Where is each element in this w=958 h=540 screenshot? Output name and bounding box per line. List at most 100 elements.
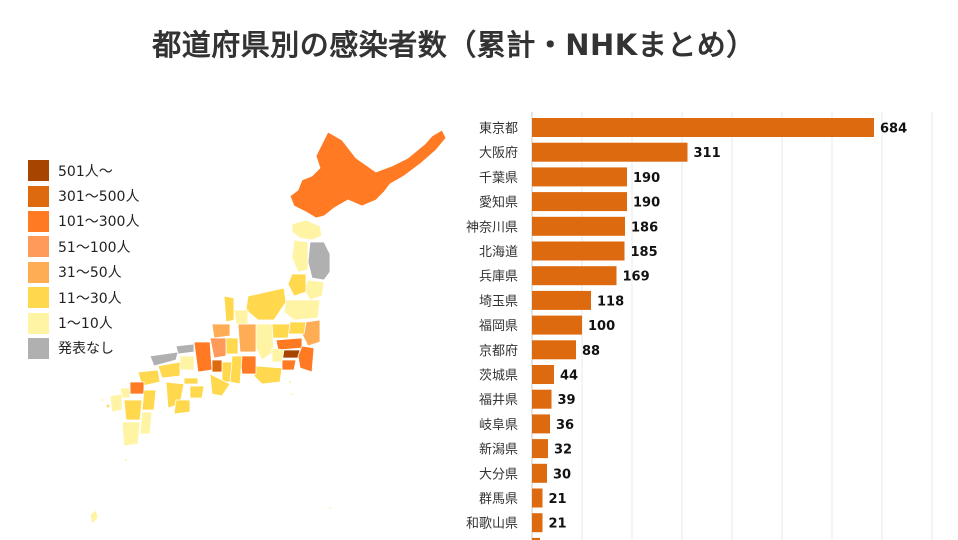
legend-label: 発表なし xyxy=(58,341,114,358)
map-region-nagano xyxy=(253,323,275,361)
category-label: 北海道 xyxy=(479,245,518,260)
map-region-kanagawa xyxy=(281,359,297,371)
value-label: 32 xyxy=(554,443,572,458)
bar xyxy=(532,340,576,360)
chart-bars xyxy=(532,118,874,540)
value-label: 311 xyxy=(694,146,721,161)
value-label: 190 xyxy=(633,171,660,186)
legend-swatch xyxy=(28,261,49,283)
map-region-kagoshima xyxy=(121,421,141,447)
bar xyxy=(532,315,582,335)
category-label: 新潟県 xyxy=(479,442,518,458)
value-label: 684 xyxy=(880,122,907,137)
map-region-shiga xyxy=(225,337,239,355)
legend-label: 31～50人 xyxy=(58,265,122,282)
map-island xyxy=(100,398,104,402)
value-label: 185 xyxy=(631,245,658,260)
chart-labels: 東京都 684 大阪府 311 千葉県 190 愛知県 190 神奈川県 186 北海道 185 兵庫県… xyxy=(466,121,907,532)
map-region-tochigi xyxy=(287,321,307,335)
map-region-hyogo xyxy=(193,341,213,373)
legend-swatch xyxy=(28,287,49,309)
legend-item: 1～10人 xyxy=(28,310,139,335)
map-region-niigata xyxy=(245,287,287,321)
map-region-miyagi xyxy=(303,279,325,301)
legend-item: 101～300人 xyxy=(28,209,139,234)
bar xyxy=(532,118,874,137)
category-label: 岐阜県 xyxy=(479,417,518,433)
legend-item: 31～50人 xyxy=(28,260,139,285)
map-region-oita xyxy=(141,389,157,411)
value-label: 118 xyxy=(597,294,624,309)
japan-map xyxy=(89,129,447,525)
map-region-mie xyxy=(229,355,243,385)
bar xyxy=(532,513,543,533)
map-region-iwate xyxy=(307,241,331,281)
map-region-fukushima xyxy=(283,299,321,321)
map-region-gunma xyxy=(271,323,291,339)
bar xyxy=(532,216,625,236)
legend-swatch xyxy=(28,210,49,232)
value-label: 21 xyxy=(549,492,567,507)
legend-label: 501人～ xyxy=(58,163,113,180)
map-island xyxy=(290,392,294,396)
bar xyxy=(532,488,543,508)
value-label: 100 xyxy=(588,319,615,334)
value-label: 36 xyxy=(556,418,574,433)
map-region-miyazaki xyxy=(139,411,153,435)
map-region-saitama xyxy=(275,337,303,351)
legend-swatch xyxy=(28,312,49,334)
bar xyxy=(532,414,550,434)
legend-label: 51～100人 xyxy=(58,239,131,256)
map-region-kyoto xyxy=(209,337,227,359)
bar xyxy=(532,241,625,261)
map-region-chiba xyxy=(297,345,315,373)
legend-item: 501人～ xyxy=(28,158,139,183)
map-island xyxy=(124,458,128,462)
category-label: 茨城県 xyxy=(479,369,518,384)
bar xyxy=(532,389,552,409)
map-region-akita xyxy=(291,239,309,273)
category-label: 東京都 xyxy=(479,121,518,137)
value-label: 44 xyxy=(560,369,578,384)
chart-title: 都道府県別の感染者数（累計・NHKまとめ） xyxy=(152,28,756,62)
bar-chart: 東京都 684 大阪府 311 千葉県 190 愛知県 190 神奈川県 186 北海道 185 兵庫県… xyxy=(466,112,933,540)
legend-swatch xyxy=(28,236,49,258)
category-label: 福岡県 xyxy=(479,319,518,334)
value-label: 190 xyxy=(633,196,660,211)
map-region-nara xyxy=(221,361,233,383)
map-region-tottori xyxy=(175,343,195,355)
category-label: 愛知県 xyxy=(479,195,518,211)
map-region-kagawa xyxy=(183,377,199,385)
category-label: 大阪府 xyxy=(479,146,518,161)
map-region-gifu xyxy=(237,323,257,353)
map-region-wakayama xyxy=(209,373,231,397)
map-region-fukuoka xyxy=(129,381,145,395)
bar xyxy=(532,167,627,187)
map-region-aichi xyxy=(239,355,257,375)
legend-label: 101～300人 xyxy=(58,214,140,231)
bar xyxy=(532,266,617,286)
value-label: 21 xyxy=(549,517,567,532)
category-label: 大分県 xyxy=(479,467,518,482)
legend-swatch xyxy=(28,185,49,207)
map-region-toyama xyxy=(233,309,249,325)
category-label: 兵庫県 xyxy=(479,270,518,285)
legend-swatch xyxy=(28,160,49,182)
map-region-shizuoka xyxy=(253,365,283,385)
map-region-nagasaki xyxy=(109,393,123,413)
category-label: 千葉県 xyxy=(479,171,518,186)
category-label: 福井県 xyxy=(479,393,518,408)
value-label: 39 xyxy=(558,393,576,408)
bar xyxy=(532,290,591,310)
map-island xyxy=(288,380,292,384)
category-label: 神奈川県 xyxy=(466,220,518,235)
map-region-okayama xyxy=(179,355,195,371)
legend-item: 発表なし xyxy=(28,336,139,361)
legend-item: 11～30人 xyxy=(28,285,139,310)
map-island xyxy=(105,403,111,409)
legend-item: 51～100人 xyxy=(28,234,139,259)
category-label: 埼玉県 xyxy=(479,294,518,309)
category-label: 京都府 xyxy=(479,344,518,359)
map-legend: 501人～ 301～500人 101～300人 51～100人 31～50人 11～30人… xyxy=(28,158,139,361)
value-label: 169 xyxy=(623,270,650,285)
